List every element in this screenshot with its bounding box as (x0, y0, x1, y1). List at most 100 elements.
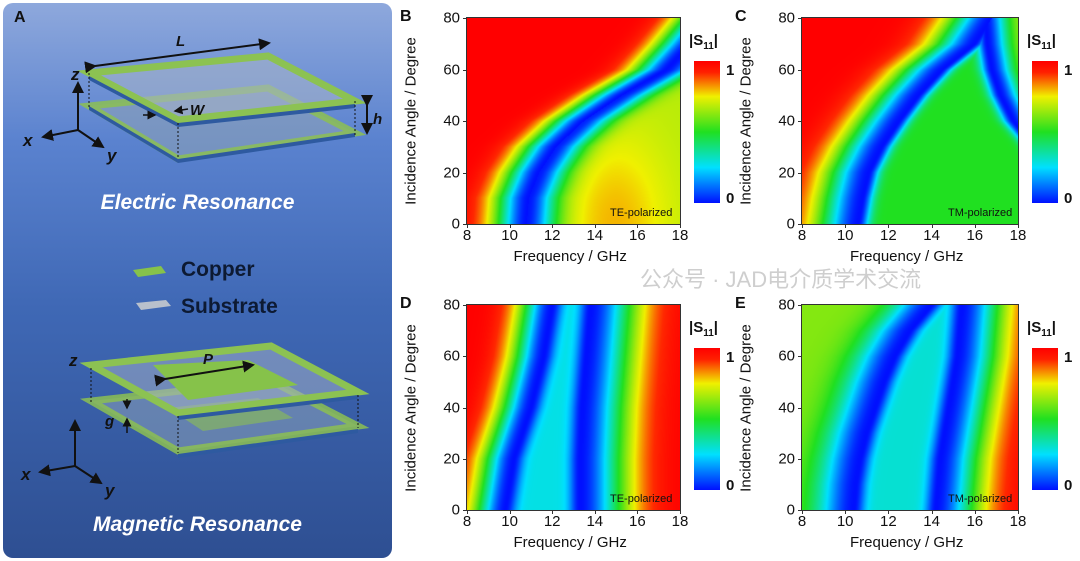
heatmap-plot-area (801, 304, 1019, 511)
x-tick-mark (467, 510, 468, 514)
y-tick-mark (463, 407, 467, 409)
y-tick-label: 80 (443, 9, 460, 27)
panel-a-schematic: A (3, 3, 392, 558)
x-tick-label: 14 (923, 227, 940, 244)
colorbar-title: |S11| (1027, 319, 1056, 339)
x-tick-mark (888, 224, 890, 228)
panel-label: C (735, 8, 747, 25)
x-tick-label: 14 (923, 513, 940, 530)
x-tick-mark (680, 224, 681, 228)
y-tick-mark (798, 356, 802, 358)
heatmap-plot-area (466, 304, 681, 511)
x-tick-label: 16 (966, 227, 984, 244)
colorbar-title: |S11| (689, 319, 718, 339)
x-tick-mark (888, 510, 890, 514)
watermark: 公众号 · JAD电介质学术交流 (640, 267, 922, 292)
y-tick-mark (463, 458, 467, 460)
polarization-label: TE-polarized (610, 207, 673, 219)
x-tick-label: 18 (1009, 513, 1027, 530)
colorbar (694, 61, 720, 203)
axis-x-label: x (23, 131, 33, 150)
x-tick-mark (509, 224, 511, 228)
heatmap-cells (802, 18, 1018, 224)
y-axis-label: Incidence Angle / Degree (737, 323, 755, 492)
colorbar-min-label: 0 (726, 190, 735, 207)
x-tick-mark (802, 510, 803, 514)
colorbar-max-label: 1 (726, 349, 735, 366)
x-tick-label: 16 (629, 513, 646, 530)
x-tick-mark (1018, 224, 1019, 228)
panel-label: D (400, 295, 412, 312)
x-tick-mark (509, 510, 511, 514)
y-tick-label: 80 (443, 296, 460, 314)
x-axis-label: Frequency / GHz (513, 248, 627, 265)
heatmap-cells (467, 305, 680, 510)
dim-h-label: h (373, 111, 383, 128)
x-axis-label: Frequency / GHz (850, 534, 964, 551)
axis-z-label: z (71, 65, 80, 84)
y-tick-mark (463, 224, 467, 225)
x-tick-label: 10 (501, 513, 518, 530)
x-tick-mark (974, 224, 976, 228)
y-axis-label: Incidence Angle / Degree (402, 37, 420, 205)
electric-resonance-caption: Electric Resonance (100, 191, 295, 214)
y-tick-label: 60 (443, 347, 460, 365)
y-tick-label: 0 (451, 501, 460, 519)
y-tick-mark (798, 458, 802, 460)
x-axis-label: Frequency / GHz (513, 534, 627, 551)
polarization-label: TE-polarized (610, 493, 673, 505)
x-tick-label: 8 (797, 513, 807, 530)
colorbar-title: |S11| (1027, 32, 1056, 52)
x-tick-mark (974, 510, 976, 514)
magnetic-resonance-caption: Magnetic Resonance (93, 513, 302, 536)
x-tick-label: 18 (1009, 227, 1027, 244)
y-tick-label: 40 (778, 112, 795, 130)
heatmap-plot-area (801, 17, 1019, 225)
polarization-label: TM-polarized (948, 207, 1013, 219)
x-tick-mark (552, 510, 554, 514)
x-tick-mark (931, 224, 933, 228)
y-tick-label: 60 (778, 347, 795, 365)
magnetic-resonator-icon (79, 342, 370, 458)
colorbar-title-sub: 11 (1041, 41, 1052, 52)
x-tick-label: 12 (543, 227, 561, 244)
x-tick-mark (594, 510, 596, 514)
x-tick-label: 16 (629, 227, 646, 244)
y-tick-mark (463, 305, 467, 306)
y-tick-label: 20 (778, 164, 795, 181)
x-axis-label: Frequency / GHz (850, 248, 964, 265)
polarization-label: TM-polarized (948, 493, 1013, 505)
x-tick-label: 18 (671, 227, 689, 244)
x-tick-mark (802, 224, 803, 228)
heatmap-plot-area (466, 17, 681, 225)
x-tick-label: 8 (797, 227, 807, 244)
panel-label: A (14, 9, 26, 26)
y-tick-label: 20 (443, 450, 460, 468)
y-tick-mark (463, 172, 467, 174)
y-tick-mark (798, 305, 802, 306)
y-tick-mark (798, 69, 802, 71)
y-tick-mark (798, 121, 802, 122)
y-tick-label: 0 (786, 501, 795, 519)
heatmap-cells (802, 305, 1018, 510)
y-tick-mark (798, 172, 802, 174)
colorbar-min-label: 0 (1064, 190, 1073, 207)
electric-resonator-icon (77, 38, 373, 163)
colorbar-max-label: 1 (1064, 62, 1073, 79)
y-tick-label: 0 (786, 215, 795, 233)
x-tick-label: 14 (586, 227, 604, 244)
y-tick-label: 20 (443, 164, 460, 181)
y-tick-mark (463, 69, 467, 71)
x-tick-mark (552, 224, 554, 228)
colorbar-title-main: S (1031, 319, 1042, 336)
legend-copper: Copper (181, 258, 255, 281)
dim-l-label: L (176, 33, 186, 50)
axis-y-label: y (105, 481, 115, 500)
colorbar-title-main: S (1031, 32, 1042, 49)
x-tick-mark (680, 510, 681, 514)
y-tick-mark (463, 356, 467, 358)
legend-substrate: Substrate (181, 295, 278, 318)
colorbar-min-label: 0 (726, 477, 735, 494)
colorbar-title-sub: 11 (703, 41, 714, 52)
y-tick-label: 60 (443, 61, 460, 78)
